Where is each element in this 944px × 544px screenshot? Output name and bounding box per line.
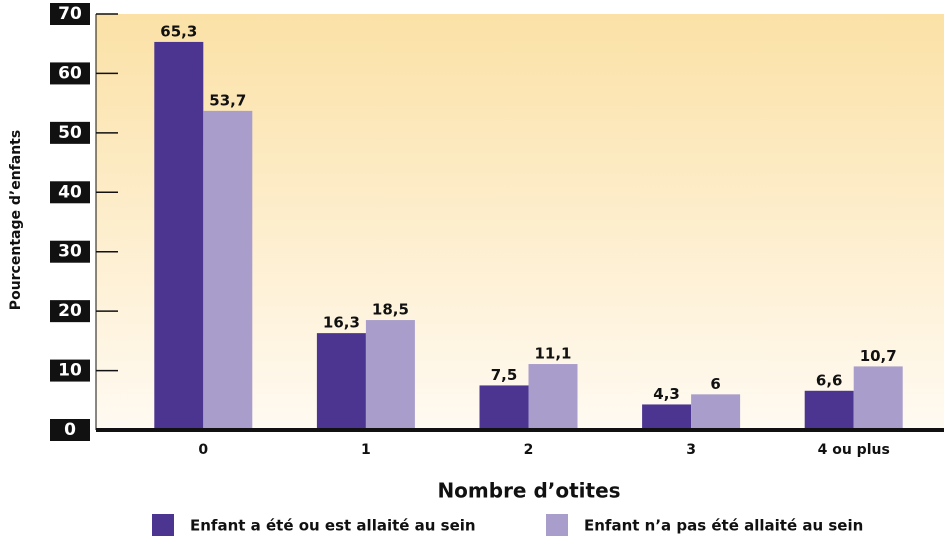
bar bbox=[642, 404, 692, 430]
data-label: 10,7 bbox=[860, 347, 897, 365]
y-tick-label: 70 bbox=[58, 4, 82, 24]
legend-swatch bbox=[152, 514, 174, 536]
y-tick-label: 30 bbox=[58, 242, 82, 262]
data-label: 18,5 bbox=[372, 301, 409, 319]
legend-swatch bbox=[546, 514, 568, 536]
tick-label-box bbox=[50, 419, 90, 441]
data-label: 11,1 bbox=[534, 345, 571, 363]
bar bbox=[365, 320, 415, 430]
data-label: 53,7 bbox=[209, 91, 246, 109]
bar bbox=[154, 41, 204, 430]
y-axis-label: Pourcentage d’enfants bbox=[8, 130, 24, 310]
bar bbox=[804, 390, 854, 430]
x-tick-label: 0 bbox=[198, 442, 208, 458]
y-tick-label: 40 bbox=[58, 182, 82, 202]
tick-label-box bbox=[50, 181, 90, 204]
y-tick-label: 60 bbox=[58, 63, 82, 83]
bar bbox=[316, 333, 366, 430]
data-label: 7,5 bbox=[491, 366, 518, 384]
data-label: 6 bbox=[710, 375, 720, 393]
bar bbox=[528, 364, 578, 430]
bar bbox=[691, 394, 741, 430]
bar bbox=[853, 366, 903, 430]
data-label: 6,6 bbox=[816, 371, 843, 389]
x-tick-label: 1 bbox=[361, 442, 371, 458]
tick-label-box bbox=[50, 62, 90, 85]
tick-label-box bbox=[50, 3, 90, 25]
bar bbox=[203, 110, 253, 431]
data-label: 65,3 bbox=[160, 22, 197, 40]
tick-label-box bbox=[50, 121, 90, 144]
tick-label-box bbox=[50, 300, 90, 323]
legend-label: Enfant n’a pas été allaité au sein bbox=[584, 517, 863, 535]
x-axis-label: Nombre d’otites bbox=[437, 479, 620, 503]
x-tick-label: 3 bbox=[686, 442, 696, 458]
y-tick-label: 50 bbox=[58, 123, 82, 143]
y-tick-label: 20 bbox=[58, 301, 82, 321]
y-tick-label: 10 bbox=[58, 361, 82, 381]
tick-label-box bbox=[50, 359, 90, 382]
data-label: 4,3 bbox=[653, 385, 680, 403]
y-tick-label: 0 bbox=[64, 420, 76, 440]
x-tick-label: 2 bbox=[524, 442, 534, 458]
data-label: 16,3 bbox=[323, 314, 360, 332]
bar bbox=[479, 385, 529, 430]
tick-label-box bbox=[50, 240, 90, 263]
x-tick-label: 4 ou plus bbox=[818, 442, 890, 458]
legend-label: Enfant a été ou est allaité au sein bbox=[190, 517, 476, 535]
